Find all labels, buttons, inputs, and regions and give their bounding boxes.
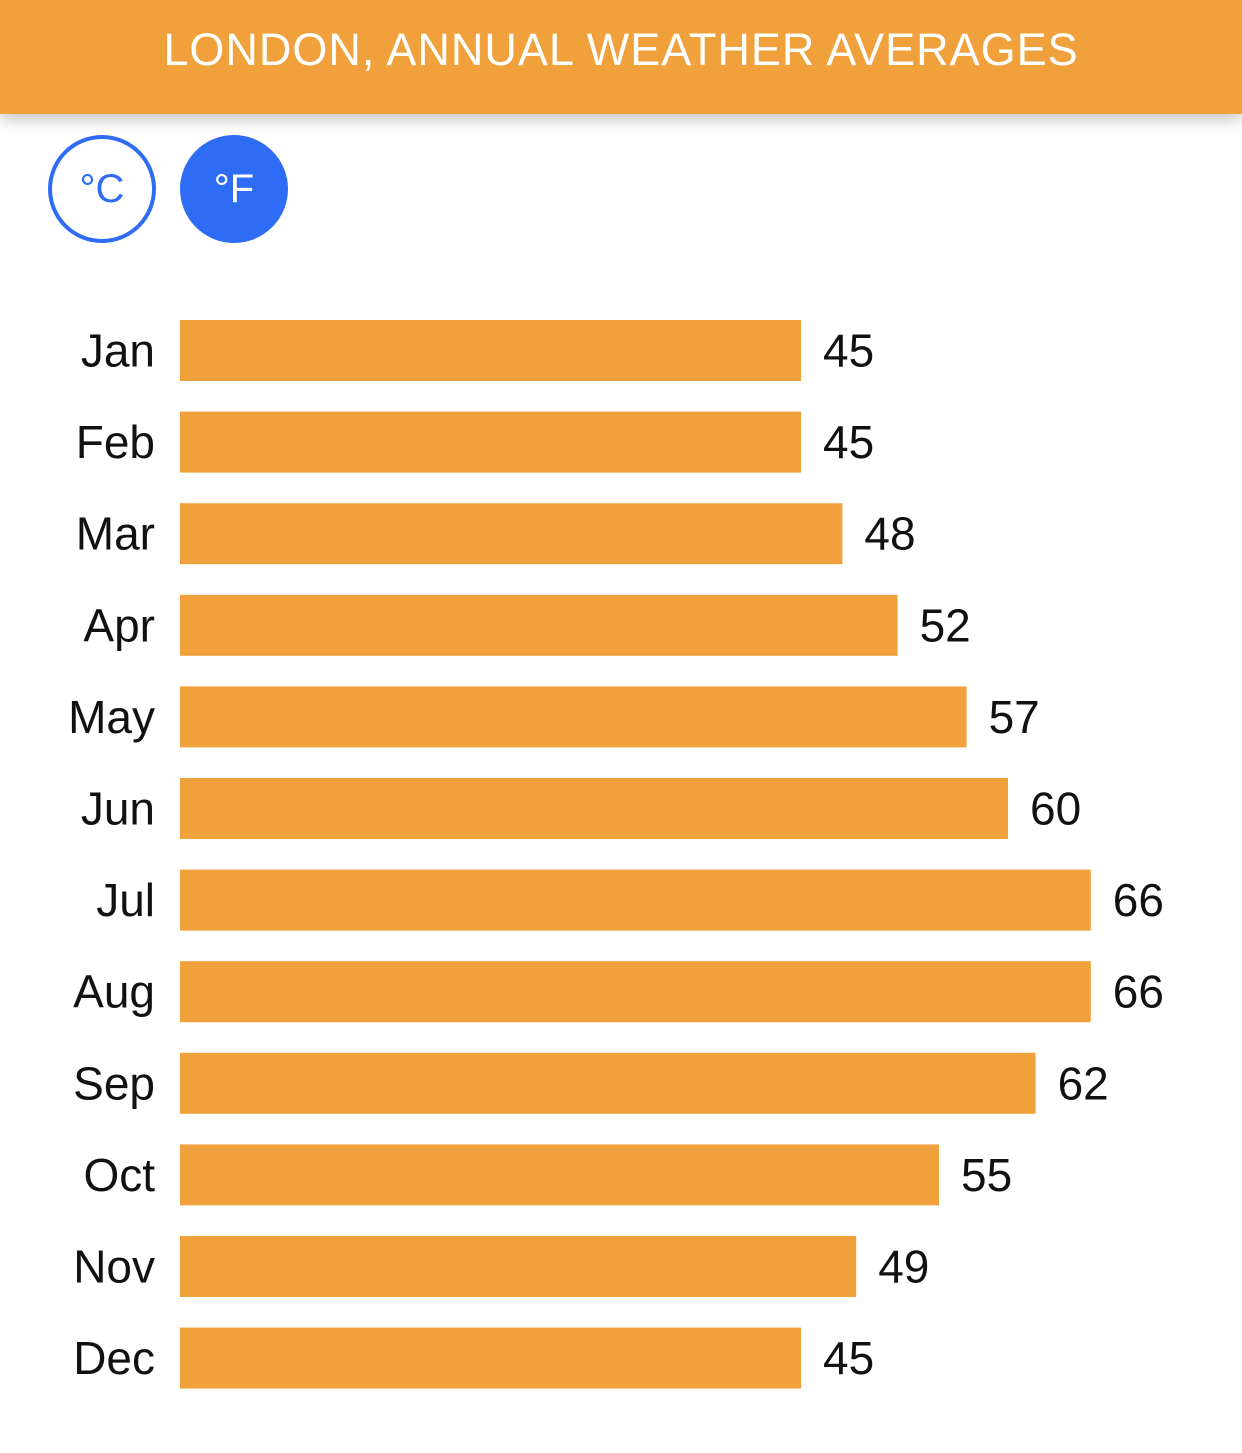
month-label-jan: Jan <box>81 325 155 377</box>
bar-sep <box>180 1052 1036 1114</box>
value-label-oct: 55 <box>961 1149 1012 1201</box>
month-label-sep: Sep <box>73 1057 155 1109</box>
header-bar: LONDON, ANNUAL WEATHER AVERAGES <box>0 0 1242 114</box>
celsius-toggle-button[interactable]: °C <box>48 135 156 243</box>
bar-apr <box>180 594 898 656</box>
month-label-may: May <box>68 691 155 743</box>
bar-dec <box>180 1327 801 1389</box>
month-label-jun: Jun <box>81 783 155 835</box>
month-label-aug: Aug <box>73 966 155 1018</box>
bar-oct <box>180 1144 939 1206</box>
value-label-mar: 48 <box>864 508 915 560</box>
value-label-apr: 52 <box>920 599 971 651</box>
value-label-nov: 49 <box>878 1241 929 1293</box>
value-label-dec: 45 <box>823 1332 874 1384</box>
bar-aug <box>180 961 1091 1023</box>
bar-nov <box>180 1236 857 1297</box>
month-label-mar: Mar <box>76 508 155 560</box>
value-label-feb: 45 <box>823 416 874 468</box>
value-label-may: 57 <box>989 691 1040 743</box>
bar-mar <box>180 503 843 565</box>
bar-feb <box>180 411 801 473</box>
value-label-jul: 66 <box>1113 874 1164 926</box>
bar-jan <box>180 320 801 381</box>
value-label-jun: 60 <box>1030 783 1081 835</box>
bar-jun <box>180 778 1008 839</box>
month-label-oct: Oct <box>83 1149 155 1201</box>
value-label-jan: 45 <box>823 325 874 377</box>
bar-jul <box>180 869 1091 931</box>
month-label-nov: Nov <box>73 1241 155 1293</box>
month-label-apr: Apr <box>83 599 155 651</box>
value-label-aug: 66 <box>1113 966 1164 1018</box>
month-label-feb: Feb <box>76 416 155 468</box>
page-title: LONDON, ANNUAL WEATHER AVERAGES <box>163 24 1079 75</box>
bar-chart: Jan 45 Feb 45 Mar 48 Apr 52 May 57 Jun 60 Jul 66 Aug 66… <box>68 320 1164 1389</box>
bar-may <box>180 686 967 748</box>
month-label-dec: Dec <box>73 1332 155 1384</box>
month-label-jul: Jul <box>96 874 155 926</box>
fahrenheit-toggle-button[interactable]: °F <box>180 135 288 243</box>
value-label-sep: 62 <box>1058 1057 1109 1109</box>
